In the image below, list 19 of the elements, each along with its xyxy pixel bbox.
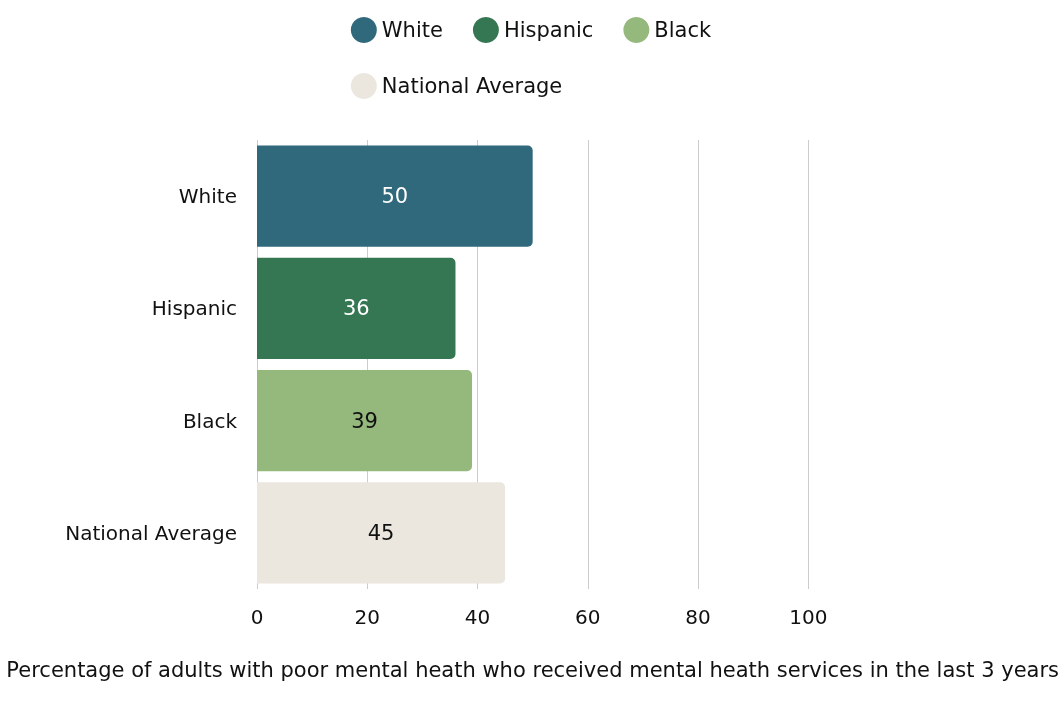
x-tick-label: 20 [354, 605, 380, 629]
x-tick-label: 40 [464, 605, 491, 629]
y-tick-label: Hispanic [151, 296, 237, 321]
y-tick-label: National Average [65, 520, 237, 545]
legend-label: White [381, 18, 443, 42]
legend-label: Black [654, 18, 713, 42]
x-tick-label: 60 [575, 605, 601, 629]
y-tick-label: Black [182, 408, 238, 433]
data-label: 45 [367, 520, 395, 545]
data-label: 36 [342, 296, 370, 321]
x-tick-label: 100 [789, 605, 828, 629]
y-tick-label: White [178, 184, 237, 209]
x-tick-label: 0 [250, 605, 264, 629]
x-tick-label: 80 [685, 605, 711, 629]
legend-label: Hispanic [503, 18, 594, 42]
legend-label: National Average [381, 74, 563, 98]
x-axis-title: Percentage of adults with poor mental heath who received mental heath services in the last 3 years [6, 658, 1060, 682]
data-label: 50 [381, 184, 409, 209]
data-label: 39 [351, 408, 378, 433]
